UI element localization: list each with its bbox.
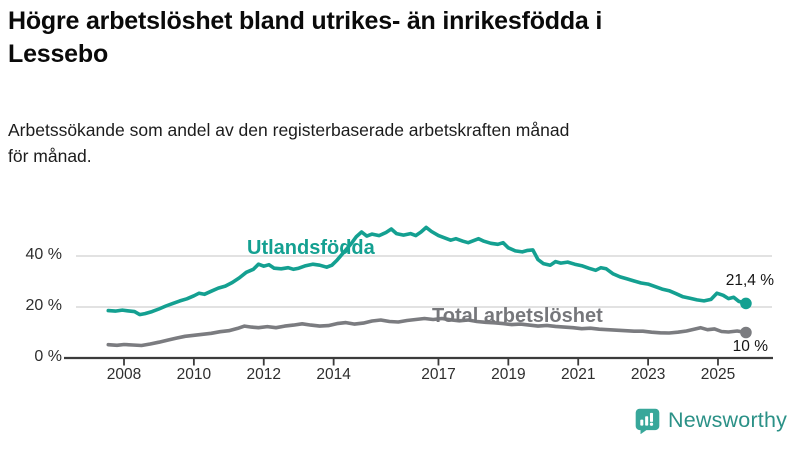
- y-tick-label-0: 0 %: [34, 348, 62, 365]
- end-value-label-total: 10 %: [732, 338, 768, 355]
- x-tick-label-2019: 2019: [491, 366, 526, 383]
- y-tick-label-20: 20 %: [25, 297, 62, 314]
- newsworthy-speech-bubble-chart-icon: [635, 408, 660, 434]
- x-tick-label-2014: 2014: [316, 366, 351, 383]
- series-line-total-arbetsl-shet: [106, 316, 748, 348]
- y-tick-label-40: 40 %: [25, 246, 62, 263]
- chart-subtitle: Arbetssökande som andel av den registerb…: [8, 120, 570, 167]
- x-tick-label-2017: 2017: [421, 366, 456, 383]
- series-label-total-arbetsloshet: Total arbetslöshet: [432, 305, 603, 327]
- x-tick-label-2025: 2025: [700, 366, 736, 383]
- newsworthy-logo[interactable]: Newsworthy: [634, 407, 787, 434]
- x-tick-label-2008: 2008: [106, 366, 142, 383]
- series-end-dot-total-arbetsl-shet: [740, 326, 752, 339]
- page-title: Högre arbetslöshet bland utrikes- än inr…: [8, 7, 603, 68]
- x-tick-label-2012: 2012: [246, 366, 281, 383]
- series-label-utlandsfodda: Utlandsfödda: [247, 237, 375, 259]
- end-value-label-utlandsfodda: 21,4 %: [725, 272, 774, 289]
- newsworthy-wordmark: Newsworthy: [668, 408, 788, 432]
- series-line-utlandsf-dda: [106, 225, 748, 317]
- series-end-dot-utlandsf-dda: [740, 297, 752, 310]
- x-tick-label-2023: 2023: [630, 366, 666, 383]
- x-tick-label-2010: 2010: [176, 366, 212, 383]
- x-tick-label-2021: 2021: [560, 366, 596, 383]
